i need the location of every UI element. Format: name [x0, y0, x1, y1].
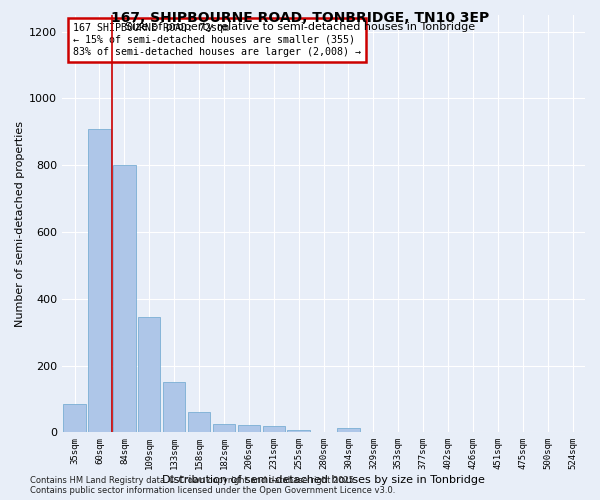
Bar: [213, 424, 235, 432]
Text: 167 SHIPBOURNE ROAD: 72sqm
← 15% of semi-detached houses are smaller (355)
83% o: 167 SHIPBOURNE ROAD: 72sqm ← 15% of semi…: [73, 24, 361, 56]
Text: 167, SHIPBOURNE ROAD, TONBRIDGE, TN10 3EP: 167, SHIPBOURNE ROAD, TONBRIDGE, TN10 3E…: [111, 11, 489, 25]
Bar: [138, 317, 160, 432]
Text: Contains HM Land Registry data © Crown copyright and database right 2025.
Contai: Contains HM Land Registry data © Crown c…: [30, 476, 395, 495]
Y-axis label: Number of semi-detached properties: Number of semi-detached properties: [15, 120, 25, 326]
X-axis label: Distribution of semi-detached houses by size in Tonbridge: Distribution of semi-detached houses by …: [162, 475, 485, 485]
Bar: [238, 425, 260, 432]
Bar: [113, 165, 136, 432]
Bar: [163, 382, 185, 432]
Bar: [88, 128, 111, 432]
Bar: [64, 404, 86, 432]
Text: Size of property relative to semi-detached houses in Tonbridge: Size of property relative to semi-detach…: [125, 22, 475, 32]
Bar: [188, 412, 210, 432]
Bar: [263, 426, 285, 432]
Bar: [287, 430, 310, 432]
Bar: [337, 428, 359, 432]
